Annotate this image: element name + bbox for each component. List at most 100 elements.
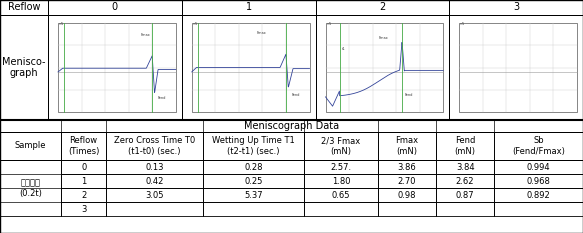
Bar xyxy=(61,160,107,174)
Text: Fmax: Fmax xyxy=(257,31,266,35)
Text: 0: 0 xyxy=(112,3,118,13)
Text: 2.57.: 2.57. xyxy=(331,162,352,171)
Bar xyxy=(0,160,61,216)
Bar xyxy=(494,160,583,174)
Text: Reflow: Reflow xyxy=(8,3,40,13)
Text: Reflow
(Times): Reflow (Times) xyxy=(68,136,99,156)
Text: Fmax: Fmax xyxy=(378,36,388,40)
Text: 압연동박
(0.2t): 압연동박 (0.2t) xyxy=(19,178,42,198)
Text: 0.25: 0.25 xyxy=(244,177,263,185)
Bar xyxy=(0,120,583,132)
Text: mN: mN xyxy=(193,22,198,26)
Bar xyxy=(436,188,494,202)
Text: Wetting Up Time T1
(t2-t1) (sec.): Wetting Up Time T1 (t2-t1) (sec.) xyxy=(212,136,295,156)
Text: Fend: Fend xyxy=(158,96,167,100)
Text: 3.84: 3.84 xyxy=(456,162,475,171)
Bar xyxy=(0,0,48,15)
Bar xyxy=(494,202,583,216)
Text: Sb
(Fend/Fmax): Sb (Fend/Fmax) xyxy=(512,136,565,156)
Bar xyxy=(378,174,436,188)
Bar xyxy=(378,160,436,174)
Text: 0.42: 0.42 xyxy=(145,177,164,185)
Bar xyxy=(304,160,378,174)
Bar xyxy=(436,174,494,188)
Text: Fend: Fend xyxy=(405,93,413,97)
Text: 3: 3 xyxy=(513,3,519,13)
Text: 0.994: 0.994 xyxy=(527,162,550,171)
Bar xyxy=(315,0,449,15)
Text: Fend: Fend xyxy=(292,93,300,97)
Text: 2: 2 xyxy=(81,191,86,199)
Bar xyxy=(0,15,48,120)
Bar xyxy=(203,188,304,202)
Bar xyxy=(203,132,304,160)
Text: Fmax
(mN): Fmax (mN) xyxy=(395,136,419,156)
Text: 3.05: 3.05 xyxy=(145,191,164,199)
Bar xyxy=(107,132,203,160)
Bar xyxy=(449,0,583,15)
Bar xyxy=(61,174,107,188)
Bar xyxy=(203,202,304,216)
Bar xyxy=(192,23,310,112)
Bar xyxy=(0,132,61,160)
Bar xyxy=(107,160,203,174)
Bar xyxy=(58,23,175,112)
Text: Sample: Sample xyxy=(15,141,46,151)
Bar xyxy=(494,174,583,188)
Text: Fmax: Fmax xyxy=(141,33,150,37)
Bar xyxy=(304,174,378,188)
Text: 3.86: 3.86 xyxy=(398,162,416,171)
Text: 0.65: 0.65 xyxy=(332,191,350,199)
Bar xyxy=(304,188,378,202)
Bar xyxy=(182,15,315,120)
Bar xyxy=(48,15,182,120)
Bar xyxy=(304,132,378,160)
Bar xyxy=(436,160,494,174)
Bar xyxy=(494,132,583,160)
Bar xyxy=(325,23,443,112)
Text: mN: mN xyxy=(59,22,64,26)
Bar xyxy=(436,132,494,160)
Text: 0.13: 0.13 xyxy=(145,162,164,171)
Bar xyxy=(203,174,304,188)
Bar xyxy=(449,15,583,120)
Bar xyxy=(182,0,315,15)
Text: 0.892: 0.892 xyxy=(527,191,550,199)
Text: 1: 1 xyxy=(81,177,86,185)
Bar xyxy=(107,174,203,188)
Text: 0.87: 0.87 xyxy=(456,191,475,199)
Bar xyxy=(315,15,449,120)
Bar xyxy=(459,23,577,112)
Bar xyxy=(61,202,107,216)
Text: 0.968: 0.968 xyxy=(526,177,550,185)
Text: 2: 2 xyxy=(380,3,385,13)
Text: 0.98: 0.98 xyxy=(398,191,416,199)
Bar xyxy=(436,202,494,216)
Bar xyxy=(494,188,583,202)
Text: t1: t1 xyxy=(342,47,346,51)
Bar xyxy=(378,132,436,160)
Text: Menisco-
graph: Menisco- graph xyxy=(2,57,45,78)
Bar xyxy=(107,188,203,202)
Text: 2.62: 2.62 xyxy=(456,177,475,185)
Text: Meniscograph Data: Meniscograph Data xyxy=(244,121,339,131)
Text: 1.80: 1.80 xyxy=(332,177,350,185)
Bar xyxy=(48,0,182,15)
Bar xyxy=(304,202,378,216)
Bar xyxy=(61,188,107,202)
Text: 0.28: 0.28 xyxy=(244,162,263,171)
Bar xyxy=(378,202,436,216)
Text: mN: mN xyxy=(326,22,332,26)
Text: 2/3 Fmax
(mN): 2/3 Fmax (mN) xyxy=(321,136,360,156)
Text: 1: 1 xyxy=(245,3,252,13)
Bar xyxy=(203,160,304,174)
Text: 5.37: 5.37 xyxy=(244,191,263,199)
Text: 3: 3 xyxy=(81,205,86,213)
Text: mN: mN xyxy=(460,22,465,26)
Bar xyxy=(378,188,436,202)
Text: 2.70: 2.70 xyxy=(398,177,416,185)
Text: Zero Cross Time T0
(t1-t0) (sec.): Zero Cross Time T0 (t1-t0) (sec.) xyxy=(114,136,195,156)
Text: 0: 0 xyxy=(81,162,86,171)
Text: Fend
(mN): Fend (mN) xyxy=(455,136,476,156)
Bar xyxy=(107,202,203,216)
